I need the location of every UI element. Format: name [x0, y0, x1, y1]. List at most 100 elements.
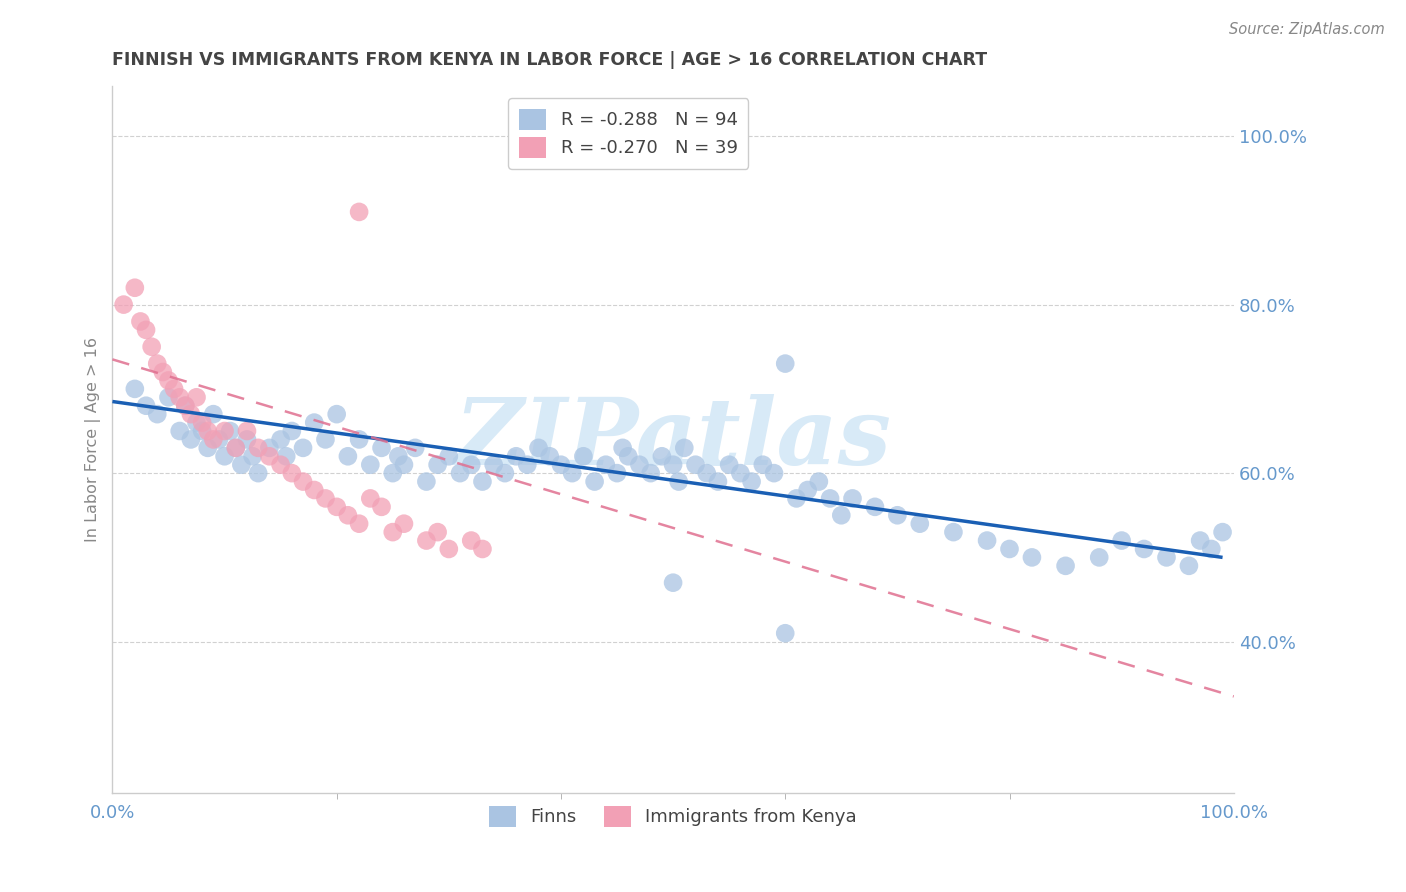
Point [174, 399, 197, 413]
Point [1156, 550, 1178, 565]
Point [370, 441, 392, 455]
Point [347, 205, 370, 219]
Point [180, 407, 202, 421]
Point [304, 416, 326, 430]
Point [202, 433, 225, 447]
Point [325, 500, 347, 514]
Point [538, 450, 561, 464]
Point [998, 541, 1021, 556]
Point [482, 458, 505, 472]
Point [730, 466, 752, 480]
Point [707, 475, 730, 489]
Point [186, 416, 208, 430]
Point [336, 508, 359, 523]
Point [135, 399, 157, 413]
Point [561, 466, 583, 480]
Point [426, 525, 449, 540]
Point [146, 357, 169, 371]
Point [807, 475, 830, 489]
Point [359, 491, 381, 506]
Point [796, 483, 818, 497]
Point [1088, 550, 1111, 565]
Point [231, 458, 253, 472]
Point [583, 475, 606, 489]
Point [325, 407, 347, 421]
Point [863, 500, 886, 514]
Point [640, 466, 662, 480]
Point [662, 575, 685, 590]
Point [381, 466, 404, 480]
Point [202, 407, 225, 421]
Point [186, 390, 208, 404]
Point [1133, 541, 1156, 556]
Point [129, 314, 152, 328]
Point [505, 450, 527, 464]
Text: ZIPatlas: ZIPatlas [454, 394, 891, 484]
Point [387, 450, 409, 464]
Point [886, 508, 908, 523]
Point [259, 450, 281, 464]
Point [449, 466, 471, 480]
Point [976, 533, 998, 548]
Point [1054, 558, 1077, 573]
Point [1212, 525, 1234, 540]
Point [437, 541, 460, 556]
Point [214, 424, 236, 438]
Point [696, 466, 718, 480]
Point [651, 450, 673, 464]
Point [247, 441, 270, 455]
Text: FINNISH VS IMMIGRANTS FROM KENYA IN LABOR FORCE | AGE > 16 CORRELATION CHART: FINNISH VS IMMIGRANTS FROM KENYA IN LABO… [112, 51, 987, 69]
Point [112, 297, 135, 311]
Point [276, 450, 298, 464]
Point [1201, 541, 1223, 556]
Point [830, 508, 852, 523]
Point [247, 466, 270, 480]
Point [157, 390, 180, 404]
Point [437, 450, 460, 464]
Point [370, 500, 392, 514]
Point [152, 365, 174, 379]
Point [270, 433, 292, 447]
Point [197, 424, 219, 438]
Point [214, 450, 236, 464]
Point [818, 491, 841, 506]
Point [242, 450, 264, 464]
Point [752, 458, 775, 472]
Point [124, 382, 146, 396]
Point [908, 516, 931, 531]
Point [773, 357, 796, 371]
Point [225, 441, 247, 455]
Point [314, 491, 336, 506]
Point [197, 441, 219, 455]
Point [471, 541, 494, 556]
Point [225, 441, 247, 455]
Point [281, 424, 304, 438]
Point [617, 450, 640, 464]
Point [460, 458, 482, 472]
Point [415, 475, 437, 489]
Point [572, 450, 595, 464]
Text: Source: ZipAtlas.com: Source: ZipAtlas.com [1229, 22, 1385, 37]
Point [381, 525, 404, 540]
Point [259, 441, 281, 455]
Point [174, 399, 197, 413]
Point [169, 390, 191, 404]
Point [668, 475, 690, 489]
Point [773, 626, 796, 640]
Point [404, 441, 426, 455]
Point [685, 458, 707, 472]
Point [1021, 550, 1043, 565]
Point [392, 458, 415, 472]
Point [841, 491, 863, 506]
Point [595, 458, 617, 472]
Point [673, 441, 696, 455]
Point [347, 516, 370, 531]
Point [1178, 558, 1201, 573]
Point [471, 475, 494, 489]
Y-axis label: In Labor Force | Age > 16: In Labor Force | Age > 16 [86, 337, 101, 542]
Point [527, 441, 550, 455]
Point [191, 424, 214, 438]
Point [612, 441, 634, 455]
Point [191, 416, 214, 430]
Point [336, 450, 359, 464]
